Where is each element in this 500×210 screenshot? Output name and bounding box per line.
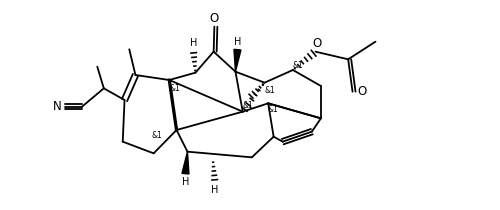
Text: H: H: [211, 185, 218, 195]
Text: &1: &1: [170, 84, 180, 92]
Text: &1: &1: [268, 105, 278, 114]
Text: H: H: [182, 177, 189, 187]
Text: &1: &1: [264, 86, 275, 95]
Text: H: H: [234, 37, 241, 47]
Text: &1: &1: [242, 101, 253, 110]
Text: O: O: [210, 12, 219, 25]
Polygon shape: [234, 49, 241, 72]
Text: O: O: [313, 37, 322, 50]
Text: &1: &1: [151, 130, 162, 139]
Text: &1: &1: [292, 60, 304, 70]
Text: H: H: [190, 38, 197, 48]
Text: O: O: [357, 85, 366, 98]
Text: N: N: [53, 100, 62, 113]
Polygon shape: [182, 152, 189, 174]
